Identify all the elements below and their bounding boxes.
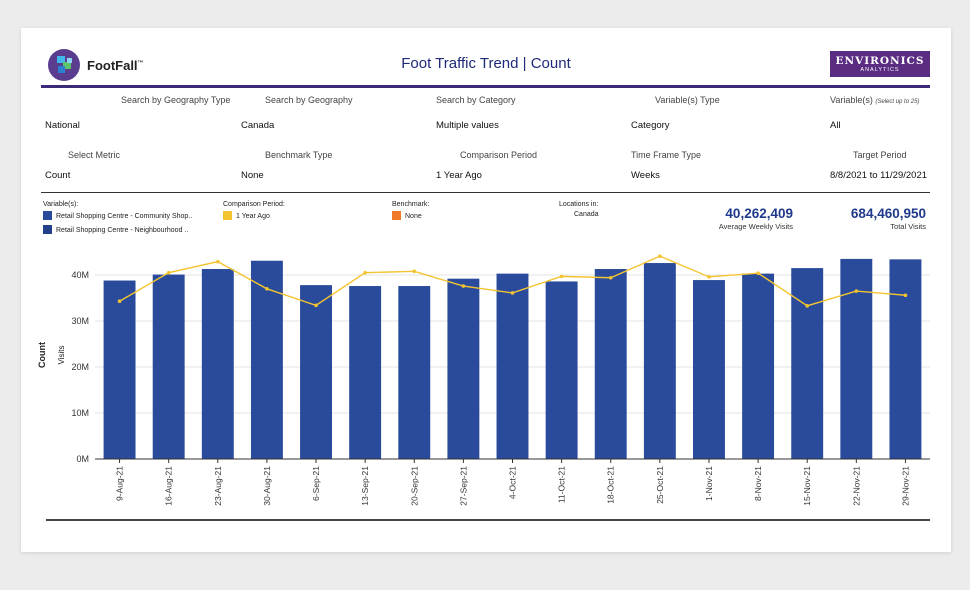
total-visits-label: Total Visits [890, 222, 926, 231]
time-frame-label: Time Frame Type [631, 150, 702, 160]
dashboard-card: FootFall™ Foot Traffic Trend | Count ENV… [21, 28, 951, 552]
locations-value: Canada [574, 211, 599, 218]
swatch-icon [223, 211, 232, 220]
benchmark-type-select[interactable]: None [241, 170, 264, 181]
locations-legend-head: Locations in: [559, 201, 599, 208]
comparison-legend-head: Comparison Period: [223, 201, 285, 208]
geo-type-select[interactable]: National [45, 120, 80, 131]
comparison-period-label: Comparison Period [460, 150, 538, 160]
swatch-icon [392, 211, 401, 220]
footfall-logo-text: FootFall™ [87, 58, 144, 73]
swatch-icon [43, 225, 52, 234]
target-period-label: Target Period [853, 150, 907, 160]
footer-divider [46, 519, 930, 521]
variables-select[interactable]: All [830, 120, 841, 131]
benchmark-legend-head: Benchmark: [392, 201, 430, 208]
avg-weekly-visits-value: 40,262,409 [725, 206, 793, 221]
category-label: Search by Category [436, 95, 516, 105]
filter-divider [41, 192, 930, 193]
swatch-icon [43, 211, 52, 220]
metric-label: Select Metric [68, 150, 121, 160]
geography-label: Search by Geography [265, 95, 353, 105]
comparison-period-select[interactable]: 1 Year Ago [436, 170, 482, 181]
benchmark-type-label: Benchmark Type [265, 150, 333, 160]
geo-type-label: Search by Geography Type [121, 95, 231, 105]
variable-type-select[interactable]: Category [631, 120, 670, 131]
environics-logo: ENVIRONICS ANALYTICS [830, 51, 930, 77]
legend-item-variable-2[interactable]: Retail Shopping Centre - Neighbourhood .… [43, 225, 188, 234]
metric-select[interactable]: Count [45, 170, 71, 181]
time-frame-select[interactable]: Weeks [631, 170, 660, 181]
target-period-select[interactable]: 8/8/2021 to 11/29/2021 [830, 170, 928, 181]
page-title: Foot Traffic Trend | Count [401, 55, 571, 72]
variables-label: Variable(s) (Select up to 25) [830, 95, 920, 105]
legend-item-comparison[interactable]: 1 Year Ago [223, 211, 270, 220]
legend-item-variable-1[interactable]: Retail Shopping Centre - Community Shop.… [43, 211, 192, 220]
geography-select[interactable]: Canada [241, 120, 275, 131]
variable-type-label: Variable(s) Type [655, 95, 720, 105]
avg-weekly-visits-label: Average Weekly Visits [718, 222, 793, 231]
footfall-logo-icon [48, 49, 80, 81]
legend-item-benchmark[interactable]: None [392, 211, 422, 220]
variables-legend-head: Variable(s): [43, 201, 79, 208]
category-select[interactable]: Multiple values [436, 120, 499, 131]
total-visits-value: 684,460,950 [850, 206, 926, 221]
header-divider [41, 85, 930, 88]
